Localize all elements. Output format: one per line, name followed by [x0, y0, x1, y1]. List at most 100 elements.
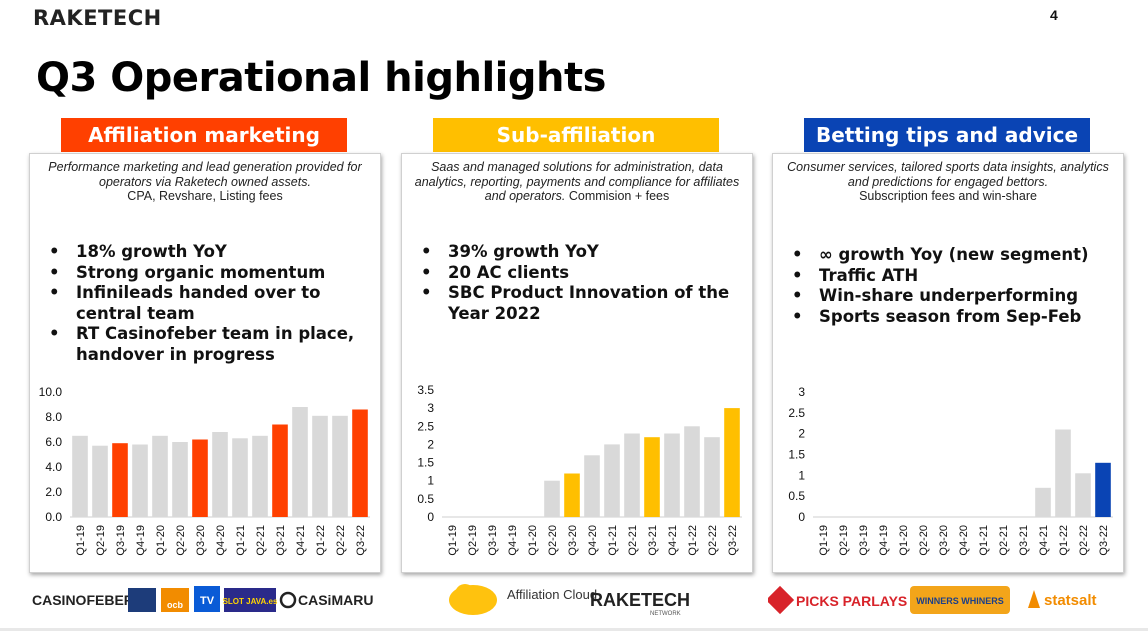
x-tick-label: Q1-22	[687, 525, 699, 556]
statsalt-icon	[1028, 590, 1040, 608]
y-tick-label: 3	[798, 385, 805, 399]
x-tick-label: Q4-20	[587, 525, 599, 556]
bar-q2-22	[1075, 473, 1091, 518]
betting-bullets: ∞ growth Yoy (new segment) Traffic ATH W…	[789, 245, 1109, 327]
sub-affiliation-description: Saas and managed solutions for administr…	[408, 160, 746, 204]
x-tick-label: Q2-19	[95, 525, 107, 556]
y-tick-label: 2.5	[788, 406, 805, 420]
x-tick-label: Q3-22	[355, 525, 367, 556]
betting-panel: Consumer services, tailored sports data …	[772, 153, 1124, 573]
y-tick-label: 8.0	[45, 410, 62, 424]
betting-description: Consumer services, tailored sports data …	[779, 160, 1117, 204]
y-tick-label: 3.5	[417, 383, 434, 397]
bar-q1-22	[684, 426, 700, 517]
x-tick-label: Q4-21	[1038, 525, 1050, 556]
bullet-item: Traffic ATH	[789, 266, 1109, 287]
bar-q2-22	[704, 437, 720, 517]
bullet-item: RT Casinofeber team in place, handover i…	[46, 324, 366, 365]
x-tick-label: Q1-22	[1058, 525, 1070, 556]
tv-logo-icon	[194, 586, 220, 612]
x-tick-label: Q3-21	[647, 525, 659, 556]
x-tick-label: Q3-22	[1098, 525, 1110, 556]
affiliation-desc-italic: Performance marketing and lead generatio…	[48, 160, 362, 189]
bullet-item: ∞ growth Yoy (new segment)	[789, 245, 1109, 266]
bar-q2-21	[624, 433, 640, 517]
x-tick-label: Q1-20	[155, 525, 167, 556]
bar-q1-21	[604, 444, 620, 517]
bullet-item: Strong organic momentum	[46, 263, 366, 284]
x-tick-label: Q2-19	[467, 525, 479, 556]
affiliation-panel: Performance marketing and lead generatio…	[29, 153, 381, 573]
y-tick-label: 2.0	[45, 485, 62, 499]
x-tick-label: Q1-20	[527, 525, 539, 556]
x-tick-label: Q2-20	[175, 525, 187, 556]
x-tick-label: Q2-22	[335, 525, 347, 556]
y-tick-label: 2	[798, 427, 805, 441]
betting-desc-italic: Consumer services, tailored sports data …	[787, 160, 1109, 189]
bar-q2-21	[252, 435, 268, 518]
x-tick-label: Q1-21	[978, 525, 990, 556]
x-tick-label: Q3-20	[195, 525, 207, 556]
sub-affiliation-desc-italic: Saas and managed solutions for administr…	[414, 160, 740, 203]
raketech-network-logo: RAKETECH	[590, 590, 690, 610]
sub-affiliation-desc-fees: Commision + fees	[568, 189, 670, 203]
page-title: Q3 Operational highlights	[36, 55, 606, 101]
y-tick-label: 0	[798, 510, 805, 524]
winners-whiners-icon	[910, 586, 1010, 614]
bar-q1-19	[72, 435, 88, 518]
affiliation-bullets: 18% growth YoY Strong organic momentum I…	[46, 242, 366, 365]
casinofeber-logo: CASINOFEBER	[32, 592, 134, 608]
x-tick-label: Q3-21	[1018, 525, 1030, 556]
winners-whiners-logo: WINNERS WHINERS	[916, 596, 1004, 606]
sub-affiliation-panel: Saas and managed solutions for administr…	[401, 153, 753, 573]
y-tick-label: 0.5	[788, 489, 805, 503]
slotjava-logo-icon	[224, 588, 276, 612]
y-tick-label: 4.0	[45, 460, 62, 474]
x-tick-label: Q2-21	[627, 525, 639, 556]
x-tick-label: Q2-20	[547, 525, 559, 556]
bar-q3-22	[724, 408, 740, 517]
bar-q3-22	[1095, 462, 1111, 517]
x-tick-label: Q1-20	[898, 525, 910, 556]
bar-q3-20	[192, 439, 208, 517]
slotjava-logo: SLOT JAVA.es	[223, 597, 278, 606]
network-label: NETWORK	[650, 611, 681, 617]
x-tick-label: Q4-21	[295, 525, 307, 556]
ocb-logo-icon	[161, 588, 189, 612]
x-tick-label: Q3-20	[567, 525, 579, 556]
y-tick-label: 10.0	[39, 385, 63, 399]
ocb-logo: ocb	[167, 600, 184, 610]
bullet-item: SBC Product Innovation of the Year 2022	[418, 283, 738, 324]
y-tick-label: 3	[427, 401, 434, 415]
bar-q4-20	[584, 455, 600, 517]
x-tick-label: Q4-20	[958, 525, 970, 556]
x-tick-label: Q2-21	[998, 525, 1010, 556]
x-tick-label: Q2-22	[707, 525, 719, 556]
x-tick-label: Q1-21	[235, 525, 247, 556]
y-tick-label: 2	[427, 437, 434, 451]
bar-q3-20	[564, 473, 580, 517]
x-tick-label: Q3-22	[727, 525, 739, 556]
x-tick-label: Q4-20	[215, 525, 227, 556]
x-tick-label: Q1-21	[607, 525, 619, 556]
y-tick-label: 0.0	[45, 510, 62, 524]
y-tick-label: 6.0	[45, 435, 62, 449]
bar-q1-21	[232, 438, 248, 518]
x-tick-label: Q4-19	[135, 525, 147, 556]
x-tick-label: Q1-19	[75, 525, 87, 556]
affiliation-cloud-logo: Affiliation Cloud	[507, 587, 597, 602]
x-tick-label: Q3-19	[487, 525, 499, 556]
footer-divider	[0, 628, 1148, 631]
tv-logo: TV	[200, 595, 215, 607]
cloud-icon-part	[455, 584, 475, 604]
bar-q2-22	[332, 415, 348, 517]
sub-affiliation-brand-logos: Affiliation Cloud RAKETECH NETWORK	[445, 580, 745, 620]
bullet-item: 20 AC clients	[418, 263, 738, 284]
x-tick-label: Q3-21	[275, 525, 287, 556]
affiliation-desc-fees: CPA, Revshare, Listing fees	[127, 189, 283, 203]
brand-badge-icon	[128, 588, 156, 612]
y-tick-label: 0.5	[417, 492, 434, 506]
betting-chart: 0 0.5 1 1.5 2 2.5 3 Q1-19 Q2-19 Q3-19 Q4-19 Q1-20 Q2…	[788, 385, 1113, 556]
x-tick-label: Q4-19	[507, 525, 519, 556]
affiliation-header: Affiliation marketing	[61, 118, 347, 152]
